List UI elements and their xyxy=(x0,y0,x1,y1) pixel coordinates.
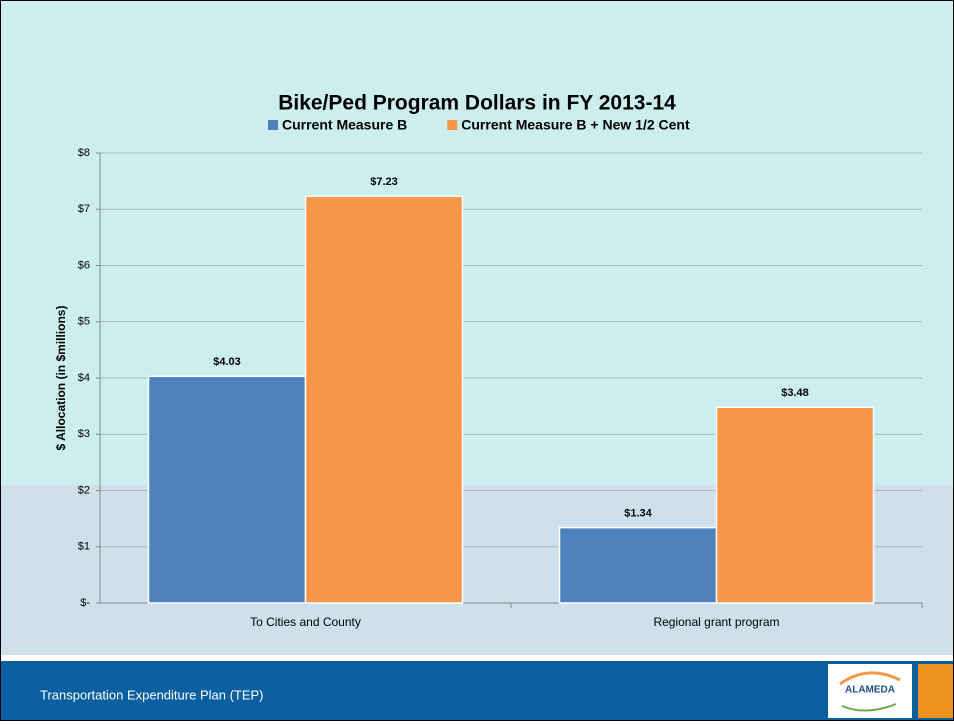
data-label: $4.03 xyxy=(213,356,241,368)
y-tick-label: $3 xyxy=(78,428,90,440)
data-label: $3.48 xyxy=(781,387,809,399)
y-tick-label: $5 xyxy=(78,316,90,328)
y-tick-label: $4 xyxy=(78,372,90,384)
logo-arc xyxy=(839,671,901,686)
legend-swatch xyxy=(268,120,278,130)
data-label: $7.23 xyxy=(370,176,398,188)
y-tick-label: $7 xyxy=(78,203,90,215)
footer-text: Transportation Expenditure Plan (TEP) xyxy=(40,687,264,702)
y-tick-label: $1 xyxy=(78,541,90,553)
chart-title: Bike/Ped Program Dollars in FY 2013-14 xyxy=(278,92,676,115)
bar xyxy=(304,195,464,604)
y-tick-label: $8 xyxy=(78,147,90,159)
logo-text: ALAMEDA xyxy=(845,685,895,696)
legend-label: Current Measure B + New 1/2 Cent xyxy=(461,117,690,133)
y-tick-label: $- xyxy=(80,597,90,609)
footer-bar xyxy=(0,661,954,721)
data-label: $1.34 xyxy=(624,508,652,520)
legend-label: Current Measure B xyxy=(282,117,407,133)
bar xyxy=(715,406,875,604)
bar xyxy=(558,526,718,604)
y-axis-label: $ Allocation (in $millions) xyxy=(54,306,68,451)
y-tick-label: $6 xyxy=(78,259,90,271)
logo-arc xyxy=(841,703,897,712)
x-tick-label: Regional grant program xyxy=(653,615,779,629)
footer-accent xyxy=(918,664,954,718)
bar xyxy=(147,375,307,604)
x-tick-label: To Cities and County xyxy=(250,615,361,629)
legend-swatch xyxy=(447,120,458,130)
footer-divider xyxy=(0,655,954,661)
y-tick-label: $2 xyxy=(78,484,90,496)
